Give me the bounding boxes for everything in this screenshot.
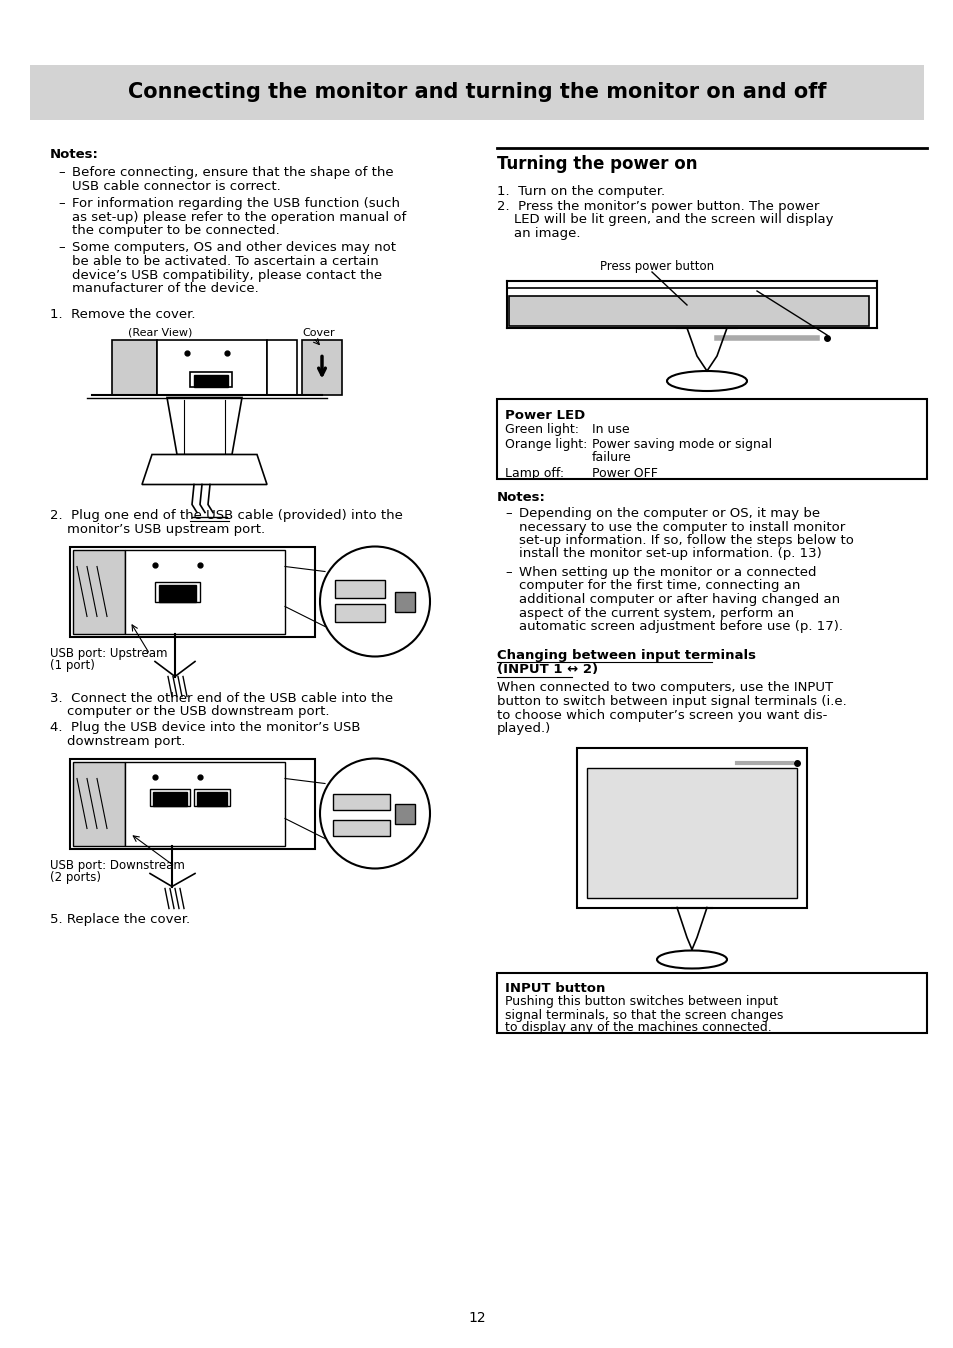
Text: Orange light:: Orange light: <box>504 438 587 452</box>
Polygon shape <box>112 340 157 395</box>
Polygon shape <box>193 789 230 806</box>
Text: USB cable connector is correct.: USB cable connector is correct. <box>71 179 280 193</box>
Text: –: – <box>58 166 65 179</box>
Polygon shape <box>395 592 415 612</box>
Text: monitor’s USB upstream port.: monitor’s USB upstream port. <box>50 523 265 537</box>
Polygon shape <box>335 604 385 621</box>
Text: –: – <box>58 241 65 255</box>
Text: install the monitor set-up information. (p. 13): install the monitor set-up information. … <box>518 547 821 561</box>
Text: played.): played.) <box>497 723 551 735</box>
Text: Lamp off:: Lamp off: <box>504 466 563 480</box>
Text: Cover: Cover <box>302 328 335 337</box>
Text: Notes:: Notes: <box>497 491 545 504</box>
Text: (2 ports): (2 ports) <box>50 872 101 884</box>
Text: as set-up) please refer to the operation manual of: as set-up) please refer to the operation… <box>71 210 406 224</box>
Text: downstream port.: downstream port. <box>50 735 185 748</box>
Text: necessary to use the computer to install monitor: necessary to use the computer to install… <box>518 520 844 534</box>
Text: signal terminals, so that the screen changes: signal terminals, so that the screen cha… <box>504 1008 782 1022</box>
Text: Power saving mode or signal: Power saving mode or signal <box>592 438 771 452</box>
Text: Turning the power on: Turning the power on <box>497 155 697 173</box>
Text: Green light:: Green light: <box>504 423 578 435</box>
Polygon shape <box>70 546 314 636</box>
Text: automatic screen adjustment before use (p. 17).: automatic screen adjustment before use (… <box>518 620 842 634</box>
Text: failure: failure <box>592 452 631 464</box>
Polygon shape <box>157 340 267 395</box>
Text: the computer to be connected.: the computer to be connected. <box>71 224 279 237</box>
Polygon shape <box>167 398 242 454</box>
Text: to display any of the machines connected.: to display any of the machines connected… <box>504 1022 771 1034</box>
FancyBboxPatch shape <box>497 399 926 479</box>
Polygon shape <box>267 340 296 395</box>
Text: be able to be activated. To ascertain a certain: be able to be activated. To ascertain a … <box>71 255 378 268</box>
Text: 1.  Turn on the computer.: 1. Turn on the computer. <box>497 185 664 198</box>
Polygon shape <box>70 759 314 848</box>
Text: Connecting the monitor and turning the monitor on and off: Connecting the monitor and turning the m… <box>128 82 825 102</box>
Text: –: – <box>58 197 65 210</box>
Text: computer for the first time, connecting an: computer for the first time, connecting … <box>518 580 800 593</box>
Polygon shape <box>150 789 190 806</box>
Text: 2.  Press the monitor’s power button. The power: 2. Press the monitor’s power button. The… <box>497 200 819 213</box>
Polygon shape <box>335 580 385 597</box>
Text: aspect of the current system, perform an: aspect of the current system, perform an <box>518 607 793 620</box>
Polygon shape <box>154 581 200 601</box>
FancyBboxPatch shape <box>509 297 868 326</box>
FancyBboxPatch shape <box>30 65 923 120</box>
Text: 5. Replace the cover.: 5. Replace the cover. <box>50 914 190 926</box>
Polygon shape <box>73 550 125 634</box>
Text: manufacturer of the device.: manufacturer of the device. <box>71 282 258 295</box>
Text: Before connecting, ensure that the shape of the: Before connecting, ensure that the shape… <box>71 166 394 179</box>
Text: device’s USB compatibility, please contact the: device’s USB compatibility, please conta… <box>71 268 382 282</box>
Text: When setting up the monitor or a connected: When setting up the monitor or a connect… <box>518 566 816 580</box>
Polygon shape <box>196 791 227 806</box>
Polygon shape <box>302 340 341 395</box>
Text: set-up information. If so, follow the steps below to: set-up information. If so, follow the st… <box>518 534 853 547</box>
Polygon shape <box>190 372 232 387</box>
Text: (Rear View): (Rear View) <box>128 328 193 337</box>
FancyBboxPatch shape <box>497 972 926 1033</box>
Text: 4.  Plug the USB device into the monitor’s USB: 4. Plug the USB device into the monitor’… <box>50 721 360 735</box>
Text: 3.  Connect the other end of the USB cable into the: 3. Connect the other end of the USB cabl… <box>50 692 393 705</box>
Text: Pushing this button switches between input: Pushing this button switches between inp… <box>504 996 778 1008</box>
Text: USB port: Downstream: USB port: Downstream <box>50 859 185 872</box>
Polygon shape <box>333 820 390 836</box>
Text: Notes:: Notes: <box>50 148 99 160</box>
FancyBboxPatch shape <box>586 767 796 898</box>
Text: button to switch between input signal terminals (i.e.: button to switch between input signal te… <box>497 696 846 708</box>
Polygon shape <box>152 791 187 806</box>
Text: INPUT button: INPUT button <box>504 983 605 996</box>
Text: 2.  Plug one end of the USB cable (provided) into the: 2. Plug one end of the USB cable (provid… <box>50 510 402 523</box>
Text: 1.  Remove the cover.: 1. Remove the cover. <box>50 307 195 321</box>
Polygon shape <box>395 803 415 824</box>
Polygon shape <box>159 585 195 601</box>
Text: (INPUT 1 ↔ 2): (INPUT 1 ↔ 2) <box>497 663 598 677</box>
Text: –: – <box>504 507 511 520</box>
FancyBboxPatch shape <box>577 748 806 907</box>
Text: additional computer or after having changed an: additional computer or after having chan… <box>518 593 840 607</box>
Polygon shape <box>125 762 285 845</box>
Text: (1 port): (1 port) <box>50 659 94 673</box>
Text: Some computers, OS and other devices may not: Some computers, OS and other devices may… <box>71 241 395 255</box>
Text: USB port: Upstream: USB port: Upstream <box>50 647 168 659</box>
Text: Power OFF: Power OFF <box>592 466 658 480</box>
Text: to choose which computer’s screen you want dis-: to choose which computer’s screen you wa… <box>497 709 826 721</box>
Text: For information regarding the USB function (such: For information regarding the USB functi… <box>71 197 399 210</box>
Text: Press power button: Press power button <box>599 260 713 274</box>
Text: –: – <box>504 566 511 580</box>
Text: Depending on the computer or OS, it may be: Depending on the computer or OS, it may … <box>518 507 820 520</box>
Text: LED will be lit green, and the screen will display: LED will be lit green, and the screen wi… <box>497 213 833 226</box>
Text: Changing between input terminals: Changing between input terminals <box>497 648 755 662</box>
Polygon shape <box>125 550 285 634</box>
Polygon shape <box>142 454 267 484</box>
Circle shape <box>319 759 430 868</box>
Polygon shape <box>333 794 390 810</box>
Polygon shape <box>73 762 125 845</box>
Text: When connected to two computers, use the INPUT: When connected to two computers, use the… <box>497 682 832 694</box>
Text: Power LED: Power LED <box>504 408 584 422</box>
Text: In use: In use <box>592 423 629 435</box>
Text: computer or the USB downstream port.: computer or the USB downstream port. <box>50 705 329 718</box>
Text: an image.: an image. <box>497 226 579 240</box>
Text: 12: 12 <box>468 1312 485 1325</box>
Polygon shape <box>193 375 228 387</box>
Circle shape <box>319 546 430 656</box>
